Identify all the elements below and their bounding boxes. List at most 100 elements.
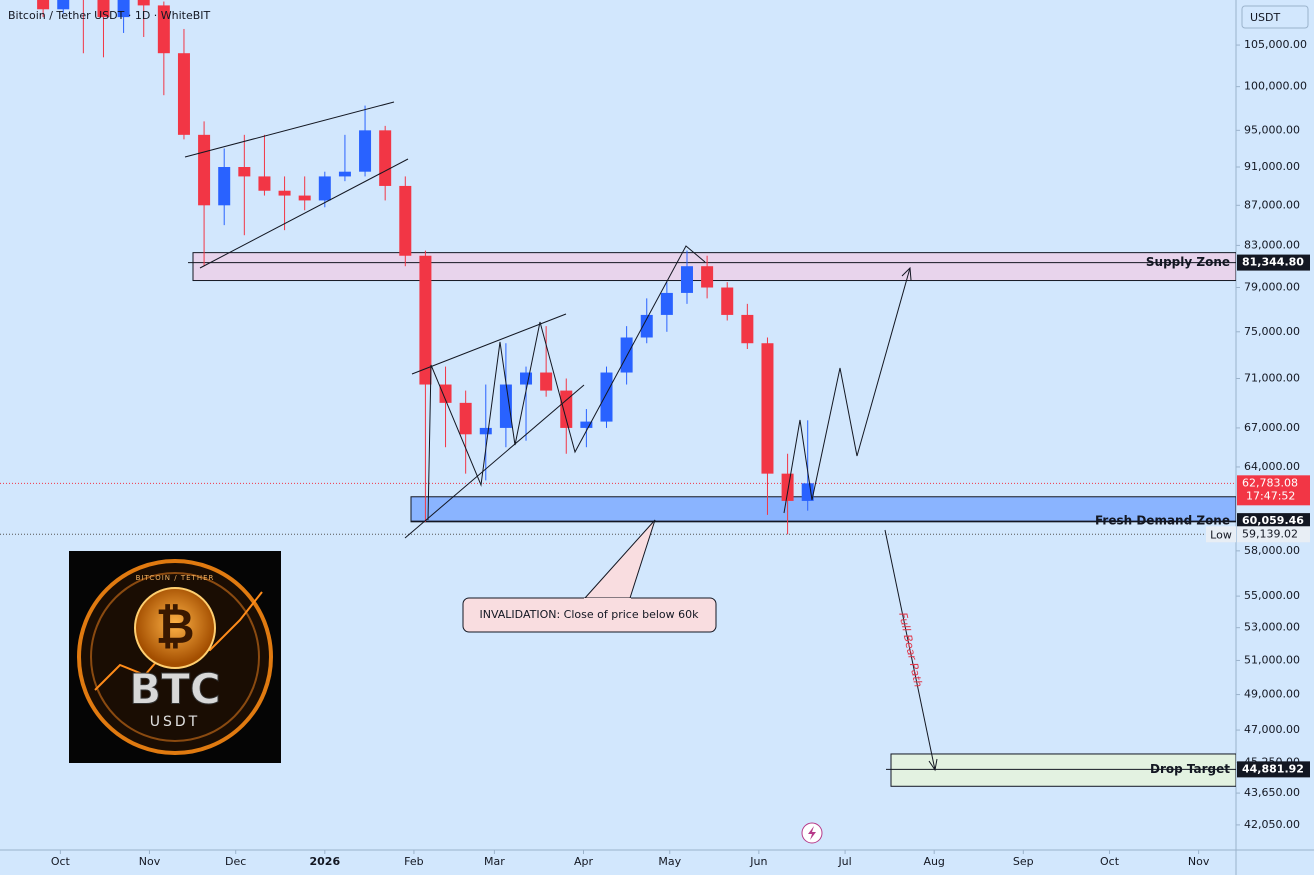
candle-body bbox=[218, 167, 231, 206]
candle-body bbox=[37, 0, 50, 10]
zone-label: Drop Target bbox=[1150, 762, 1230, 776]
low-tag-label: Low bbox=[1210, 528, 1232, 541]
currency[interactable]: USDT bbox=[1250, 11, 1281, 24]
candle-body bbox=[640, 314, 653, 338]
y-tick-label: 58,000.00 bbox=[1244, 544, 1300, 557]
y-tick-label: 100,000.00 bbox=[1244, 80, 1307, 93]
candle-body bbox=[741, 314, 754, 344]
x-tick-label: Oct bbox=[1100, 855, 1120, 868]
bear-path bbox=[884, 529, 936, 771]
x-tick-label: Jul bbox=[837, 855, 851, 868]
y-tick-label: 53,000.00 bbox=[1244, 621, 1300, 634]
y-tick-label: 79,000.00 bbox=[1244, 281, 1300, 294]
candle-body bbox=[198, 134, 211, 206]
candle-body bbox=[721, 287, 734, 315]
zones bbox=[0, 252, 1236, 787]
zone-label: Supply Zone bbox=[1146, 255, 1230, 269]
x-tick-label: May bbox=[658, 855, 681, 868]
y-tick-label: 42,050.00 bbox=[1244, 818, 1300, 831]
y-tick-label: 67,000.00 bbox=[1244, 421, 1300, 434]
candle-body bbox=[137, 0, 150, 6]
candle-body bbox=[258, 176, 271, 191]
candle-body bbox=[540, 372, 553, 391]
x-tick-label: Apr bbox=[574, 855, 594, 868]
last-price-box bbox=[1237, 475, 1310, 506]
candle-body bbox=[97, 0, 110, 18]
candle-body bbox=[620, 337, 633, 373]
logo-symbol: ₿ bbox=[155, 599, 194, 655]
candle-body bbox=[419, 255, 432, 385]
chart-title: Bitcoin / Tether USDT · 1D · WhiteBIT bbox=[8, 9, 211, 22]
candle-body bbox=[278, 190, 291, 196]
candle-body bbox=[157, 5, 170, 54]
y-tick-label: 71,000.00 bbox=[1244, 372, 1300, 385]
low-box bbox=[1237, 526, 1310, 543]
drawings bbox=[184, 101, 938, 772]
low-price-label: 59,139.02 bbox=[1242, 527, 1298, 540]
logo-quote: USDT bbox=[150, 714, 200, 730]
trendline bbox=[404, 384, 585, 539]
logo-ring-text: BITCOIN / TETHER bbox=[136, 574, 215, 582]
x-tick-label: Dec bbox=[225, 855, 246, 868]
candle-body bbox=[117, 0, 130, 18]
x-tick-label: Jun bbox=[749, 855, 767, 868]
candle-body bbox=[761, 343, 774, 474]
x-tick-label: Nov bbox=[1188, 855, 1210, 868]
zone-label: Fresh Demand Zone bbox=[1095, 514, 1230, 528]
callout-pointer bbox=[584, 519, 656, 599]
low-tag bbox=[1206, 526, 1236, 543]
candle-body bbox=[338, 171, 351, 177]
candle-body bbox=[57, 0, 70, 10]
x-tick-label: Oct bbox=[51, 855, 71, 868]
x-tick-label: Nov bbox=[139, 855, 161, 868]
y-tick-label: 47,000.00 bbox=[1244, 723, 1300, 736]
candle-body bbox=[177, 53, 190, 135]
y-tick-label: 91,000.00 bbox=[1244, 160, 1300, 173]
zone-price-label: 44,881.92 bbox=[1242, 762, 1304, 775]
x-tick-label: Aug bbox=[923, 855, 944, 868]
zone-price-label-box bbox=[1237, 761, 1310, 778]
axes: 105,000.00 100,000.00 95,000.00 91,000.00 87… bbox=[51, 38, 1310, 868]
candle-body bbox=[701, 266, 714, 288]
arrow-head bbox=[928, 758, 938, 772]
candle-body bbox=[801, 483, 814, 501]
x-tick-label: Mar bbox=[484, 855, 505, 868]
y-tick-label: 95,000.00 bbox=[1244, 123, 1300, 136]
arrow-head bbox=[901, 266, 912, 281]
lightning-icon[interactable] bbox=[801, 822, 823, 844]
candle-body bbox=[238, 167, 251, 177]
y-tick-label: 55,000.00 bbox=[1244, 589, 1300, 602]
zone bbox=[192, 252, 1236, 282]
zone-price-label-box bbox=[1237, 513, 1310, 530]
trendline bbox=[199, 158, 409, 269]
y-tick-label: 83,000.00 bbox=[1244, 238, 1300, 251]
y-tick-label: 105,000.00 bbox=[1244, 38, 1307, 51]
y-tick-label: 51,000.00 bbox=[1244, 653, 1300, 666]
last-price-label: 62,783.08 bbox=[1242, 476, 1298, 489]
candle-body bbox=[660, 292, 673, 315]
currency-box[interactable] bbox=[1241, 5, 1309, 29]
candle-body bbox=[580, 421, 593, 428]
candle-body bbox=[520, 372, 533, 385]
candle-body bbox=[560, 390, 573, 428]
candle-body bbox=[459, 402, 472, 435]
countdown: 17:47:52 bbox=[1246, 489, 1295, 502]
candle-body bbox=[499, 384, 512, 428]
logo: BITCOIN / TETHER ₿ BTC USDT bbox=[69, 551, 281, 763]
candle-body bbox=[600, 372, 613, 422]
zone-price-label: 60,059.46 bbox=[1242, 514, 1304, 527]
logo-ticker: BTC bbox=[129, 665, 221, 714]
y-tick-label: 43,650.00 bbox=[1244, 786, 1300, 799]
candle-body bbox=[479, 427, 492, 435]
invalidation-text: INVALIDATION: Close of price below 60k bbox=[479, 608, 699, 621]
zone-price-label: 81,344.80 bbox=[1242, 256, 1304, 269]
candle-body bbox=[439, 384, 452, 403]
logo-coin bbox=[134, 587, 216, 669]
candle-body bbox=[298, 195, 311, 201]
trendline bbox=[184, 101, 395, 158]
y-tick-label: 87,000.00 bbox=[1244, 198, 1300, 211]
candle-body bbox=[781, 473, 794, 501]
pattern-path bbox=[427, 245, 706, 521]
candle-body bbox=[318, 176, 331, 201]
